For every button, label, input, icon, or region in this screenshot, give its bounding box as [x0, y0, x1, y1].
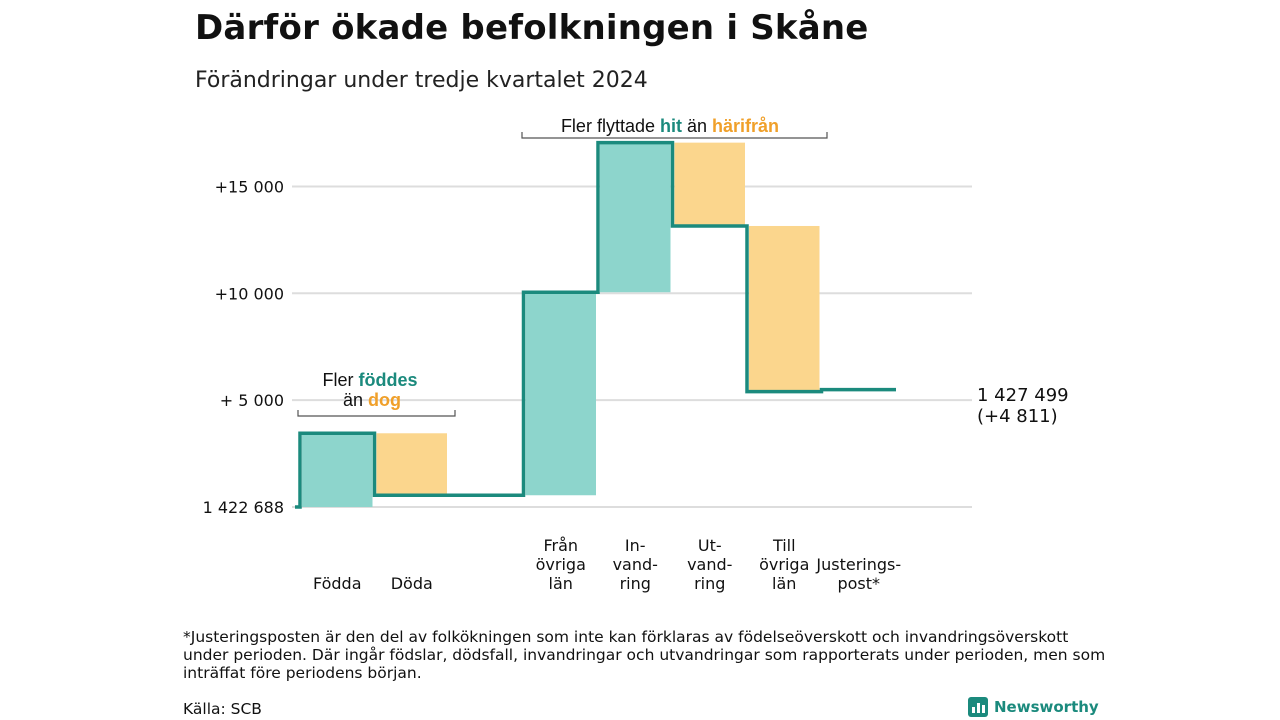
- category-label: Döda: [391, 574, 433, 593]
- category-label: övriga: [759, 555, 809, 574]
- decrease-bar: [749, 225, 820, 392]
- footnote: *Justeringsposten är den del av folkökni…: [183, 628, 1106, 682]
- category-label: Från: [543, 536, 578, 555]
- annotation-part: Fler flyttade: [561, 116, 660, 136]
- category-label: vand-: [687, 555, 732, 574]
- bar-chart-icon: [968, 697, 988, 717]
- y-tick-label: +15 000: [215, 177, 284, 196]
- annotation-births-deaths-line2: än dog: [343, 390, 401, 410]
- annotation-part: dog: [368, 390, 401, 410]
- increase-bar: [302, 433, 373, 507]
- end-change-label: (+4 811): [977, 406, 1058, 427]
- category-label: län: [772, 574, 796, 593]
- y-tick-label: + 5 000: [220, 391, 284, 410]
- annotation-bracket: [521, 132, 828, 139]
- category-label: In-: [625, 536, 646, 555]
- decrease-bar: [674, 142, 745, 226]
- category-label: Födda: [313, 574, 362, 593]
- annotation-part: härifrån: [712, 116, 779, 136]
- annotation-part: än: [682, 116, 712, 136]
- annotation-part: Fler: [322, 370, 358, 390]
- annotation-migration: Fler flyttade hit än härifrån: [561, 116, 779, 136]
- brand-name: Newsworthy: [994, 698, 1099, 716]
- annotation-part: föddes: [358, 370, 417, 390]
- category-label: vand-: [613, 555, 658, 574]
- chart-title: Därför ökade befolkningen i Skåne: [195, 8, 869, 48]
- category-label: Justerings-: [815, 555, 901, 574]
- category-label: län: [549, 574, 573, 593]
- cumulative-step-line: [295, 140, 896, 509]
- end-value-label: 1 427 499: [977, 385, 1069, 406]
- waterfall-chart: 1 422 688 +15 000 +10 000 + 5 000 Födda Döda F…: [203, 116, 1069, 593]
- annotation-bracket: [297, 410, 456, 417]
- y-tick-label: +10 000: [215, 284, 284, 303]
- category-label: övriga: [536, 555, 586, 574]
- category-label: post*: [837, 574, 880, 593]
- brand-logo: Newsworthy: [968, 697, 1099, 717]
- decrease-bar: [376, 433, 447, 496]
- category-label: Ut-: [698, 536, 722, 555]
- increase-bar: [600, 142, 671, 293]
- category-label: Till: [772, 536, 796, 555]
- annotation-births-deaths: Fler föddes: [322, 370, 417, 390]
- category-label: ring: [694, 574, 725, 593]
- category-label: ring: [620, 574, 651, 593]
- annotation-part: hit: [660, 116, 682, 136]
- chart-subtitle: Förändringar under tredje kvartalet 2024: [195, 68, 648, 93]
- start-value-label: 1 422 688: [203, 498, 284, 517]
- source-note: Källa: SCB: [183, 700, 262, 718]
- annotation-part: än: [343, 390, 368, 410]
- increase-bar: [525, 292, 596, 496]
